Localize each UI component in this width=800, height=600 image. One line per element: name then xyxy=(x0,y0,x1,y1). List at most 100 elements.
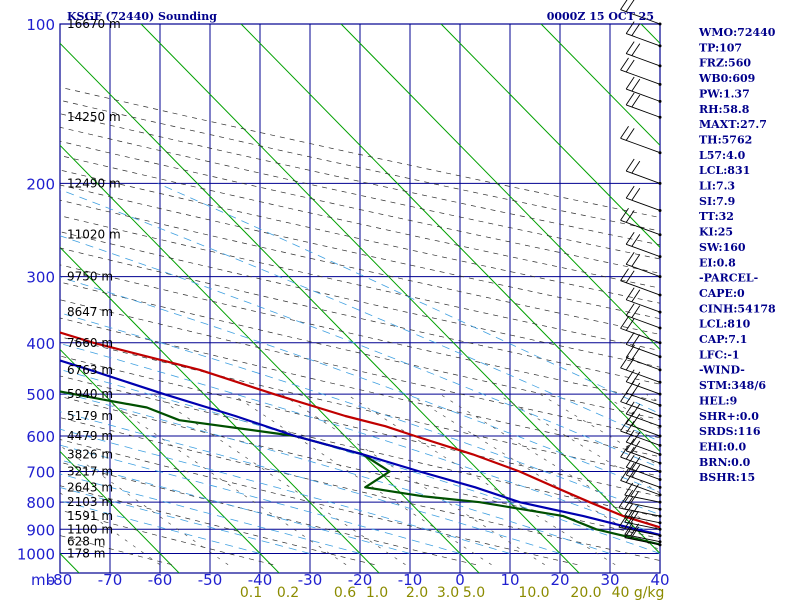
index-entry: MAXT:27.7 xyxy=(699,118,767,131)
wind-barb-flag xyxy=(630,526,639,540)
index-entry: WMO:72440 xyxy=(698,26,776,39)
wind-barb-base xyxy=(658,355,662,359)
index-entry: -PARCEL- xyxy=(699,272,758,285)
wind-barb-flag xyxy=(625,185,635,199)
wind-barb-staff xyxy=(620,327,661,344)
wind-barb-base xyxy=(658,115,662,119)
index-entry: TH:5762 xyxy=(699,133,752,146)
wind-barb-flag xyxy=(620,444,629,458)
isotherm-line xyxy=(60,246,380,573)
index-entry: CAPE:0 xyxy=(699,287,745,300)
wind-barb-base xyxy=(658,392,662,396)
wind-barb-flag xyxy=(625,462,635,476)
wind-barb xyxy=(620,389,662,418)
pressure-tick-label: 800 xyxy=(26,494,55,512)
wind-barb-base xyxy=(658,534,662,538)
mixing-ratio-line xyxy=(346,393,616,565)
wind-barb-flag xyxy=(631,413,641,426)
wind-barb xyxy=(625,345,662,372)
pressure-axis-unit: mb xyxy=(31,571,55,589)
temperature-tick-label: -80 xyxy=(48,571,73,589)
wind-barb-flag xyxy=(620,126,629,139)
wind-barb-flag xyxy=(625,429,635,443)
index-entry: LCL:831 xyxy=(699,164,750,177)
wind-barb-base xyxy=(658,434,662,438)
index-entry: TT:32 xyxy=(699,210,734,223)
mixing-ratio-line xyxy=(60,445,229,565)
index-entry: STM:348/6 xyxy=(699,379,766,392)
index-entry: SW:160 xyxy=(699,241,746,254)
wind-barb-flag xyxy=(625,287,635,300)
mixing-ratio-tick-label: 0.1 xyxy=(240,585,262,600)
index-entry: LFC:-1 xyxy=(699,348,740,361)
wind-barb-staff xyxy=(620,456,661,472)
index-entry: HEL:9 xyxy=(699,394,737,407)
index-entry: -WIND- xyxy=(699,364,745,377)
chart-title: KSGF (72440) Sounding xyxy=(67,10,217,23)
wind-barb-flag xyxy=(630,511,639,524)
wind-barb xyxy=(625,303,662,330)
wind-barb xyxy=(620,57,662,86)
wind-barb-flag xyxy=(620,208,629,221)
wind-barb-flag xyxy=(625,411,635,424)
wind-barb-staff xyxy=(620,430,661,446)
wind-barb-flag xyxy=(625,470,635,483)
temperature-profile-line xyxy=(60,331,660,529)
wind-barb-flag xyxy=(631,160,641,174)
wind-barb-flag xyxy=(624,509,634,523)
wind-barb-base xyxy=(658,527,662,531)
wind-barb-base xyxy=(658,181,662,185)
dewpoint-profile-line xyxy=(60,390,660,546)
index-entry: LCL:810 xyxy=(699,318,751,331)
wind-barb xyxy=(624,509,662,531)
wind-barb-base xyxy=(658,478,662,482)
mixing-ratio-line xyxy=(97,393,347,565)
dry-adiabat-line xyxy=(60,485,375,566)
mixing-ratio-line xyxy=(232,393,492,565)
moist-adiabat-line xyxy=(60,276,660,493)
height-label: 11020 m xyxy=(67,228,121,242)
wind-barb-base xyxy=(658,424,662,428)
index-entry: KI:25 xyxy=(699,226,733,239)
wind-barb-flag xyxy=(624,503,634,516)
wind-barb-flag xyxy=(625,41,635,54)
wind-barb-flag xyxy=(625,21,635,34)
wind-barb-staff xyxy=(620,401,661,417)
isotherm-line xyxy=(60,144,480,573)
index-entry: WB0:609 xyxy=(698,72,755,85)
wind-barb-flag xyxy=(625,0,635,12)
wind-barb-flag xyxy=(625,446,635,460)
index-entry: RH:58.8 xyxy=(699,103,750,116)
wind-barb-flag xyxy=(620,418,629,432)
wind-barb-flag xyxy=(631,43,641,56)
height-label: 178 m xyxy=(67,547,105,561)
wind-barb-flag xyxy=(625,332,635,345)
dry-adiabat-line xyxy=(60,336,660,477)
wind-barb-staff xyxy=(626,315,661,329)
index-entry: L57:4.0 xyxy=(699,149,746,162)
wind-barb-flag xyxy=(624,482,634,496)
mixing-ratio-line xyxy=(408,393,660,551)
wind-barb-flag xyxy=(625,369,635,383)
wind-barb-flag xyxy=(624,516,634,529)
mixing-ratio-tick-label: 40 g/kg xyxy=(612,585,665,600)
wind-barb-flag xyxy=(625,401,635,415)
index-entry: SHR+:0.0 xyxy=(699,410,759,423)
wind-barb xyxy=(625,454,662,482)
moist-adiabat-line xyxy=(60,235,660,469)
mixing-ratio-tick-label: 2.0 xyxy=(406,585,428,600)
wind-barb xyxy=(625,158,662,185)
wind-barb-flag xyxy=(625,357,635,371)
wind-barb-staff xyxy=(626,343,661,358)
moist-adiabat-line xyxy=(60,500,261,554)
wind-barb-flag xyxy=(625,158,635,172)
parcel-profile-line xyxy=(60,359,660,537)
wind-barb-flag xyxy=(625,454,635,468)
mixing-ratio-line xyxy=(539,393,660,467)
index-entry: CINH:54178 xyxy=(699,302,776,315)
height-label: 7660 m xyxy=(67,336,113,350)
wind-barb xyxy=(618,514,662,538)
wind-barb-base xyxy=(658,461,662,465)
wind-barb-base xyxy=(658,310,662,314)
